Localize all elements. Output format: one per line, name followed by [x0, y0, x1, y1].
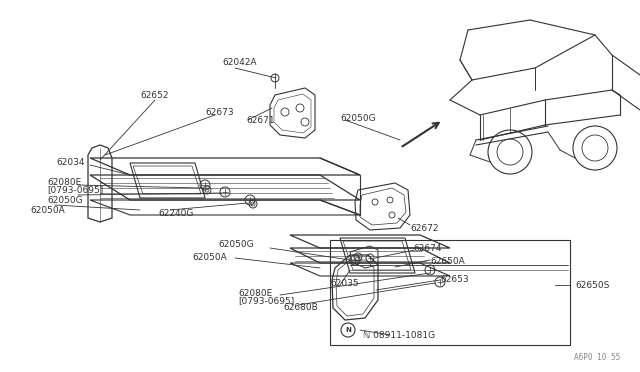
- Text: 62650A: 62650A: [430, 257, 465, 266]
- Text: 62050A: 62050A: [192, 253, 227, 263]
- Text: 62034: 62034: [56, 157, 84, 167]
- Text: [0793-0695]: [0793-0695]: [238, 296, 294, 305]
- Text: 62050G: 62050G: [218, 240, 253, 248]
- Text: 62653: 62653: [440, 276, 468, 285]
- Text: 62050A: 62050A: [30, 205, 65, 215]
- Text: 62080E: 62080E: [238, 289, 272, 298]
- Text: 62240G: 62240G: [158, 208, 193, 218]
- Text: 62650S: 62650S: [575, 280, 609, 289]
- Text: 62680B: 62680B: [283, 304, 317, 312]
- Text: 62674: 62674: [413, 244, 442, 253]
- Text: 62671: 62671: [246, 115, 275, 125]
- Text: 62080E: 62080E: [47, 177, 81, 186]
- Text: 62042A: 62042A: [222, 58, 257, 67]
- Text: [0793-0695]: [0793-0695]: [47, 186, 103, 195]
- Text: 62652: 62652: [140, 90, 168, 99]
- Text: 62050G: 62050G: [340, 113, 376, 122]
- Text: A6P0 10 55: A6P0 10 55: [573, 353, 620, 362]
- Text: N: N: [345, 327, 351, 333]
- Text: ℕ 08911-1081G: ℕ 08911-1081G: [363, 330, 435, 340]
- Text: 62673: 62673: [205, 108, 234, 116]
- Text: 62035: 62035: [330, 279, 358, 288]
- Text: 62050G: 62050G: [47, 196, 83, 205]
- Text: 62672: 62672: [410, 224, 438, 232]
